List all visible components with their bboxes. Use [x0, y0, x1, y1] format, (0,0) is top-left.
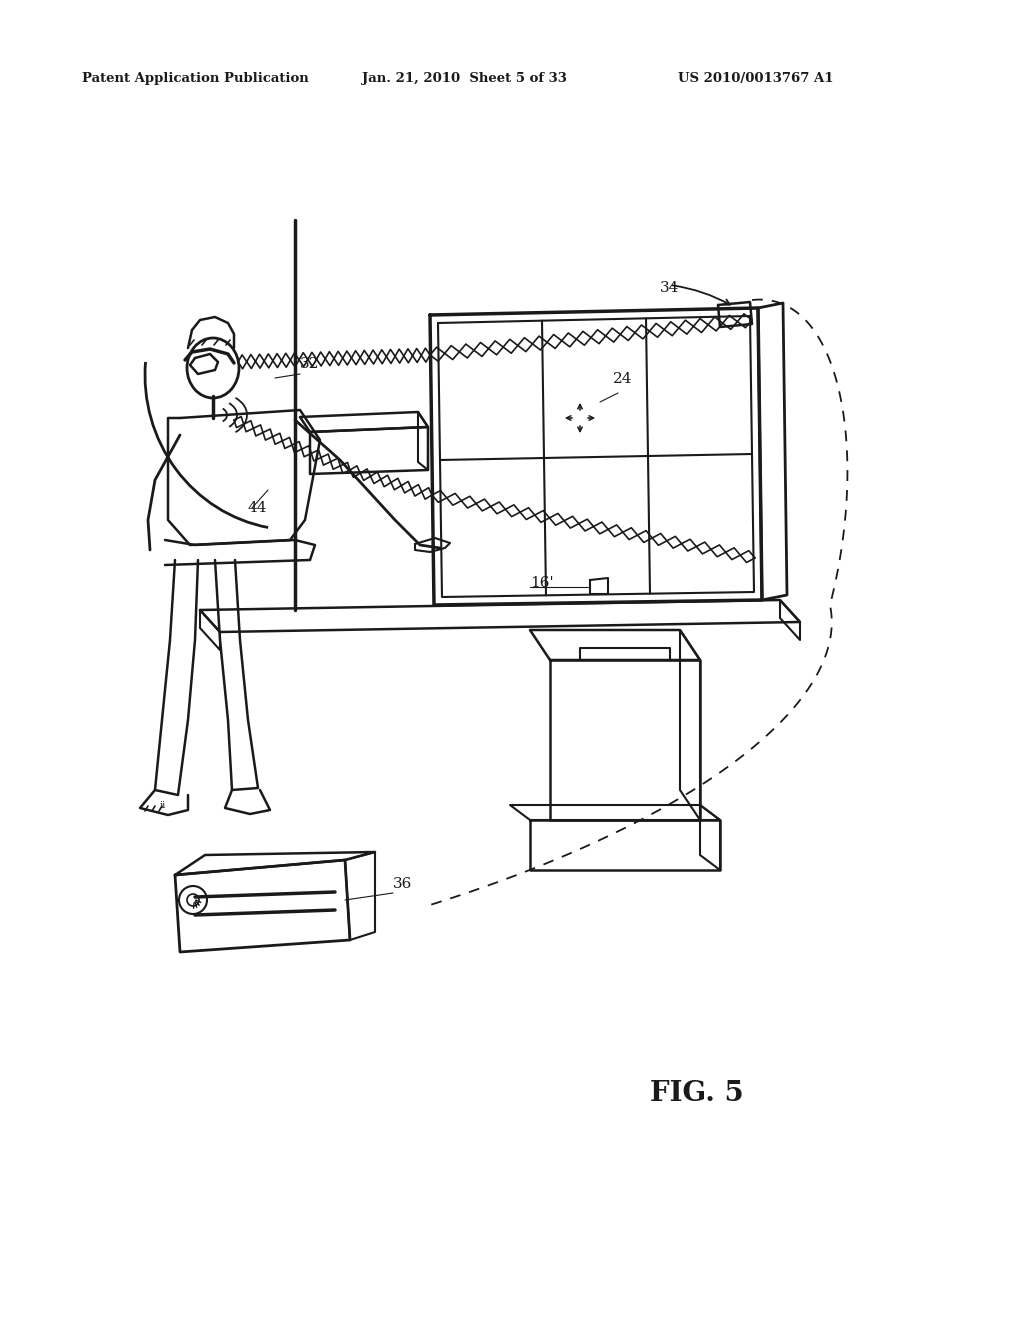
- Text: 34: 34: [660, 281, 679, 294]
- Text: US 2010/0013767 A1: US 2010/0013767 A1: [678, 73, 834, 84]
- Text: Jan. 21, 2010  Sheet 5 of 33: Jan. 21, 2010 Sheet 5 of 33: [362, 73, 567, 84]
- Text: 16': 16': [530, 576, 554, 590]
- Text: FIG. 5: FIG. 5: [650, 1080, 743, 1107]
- Text: 36: 36: [393, 876, 413, 891]
- Text: 44: 44: [248, 502, 267, 515]
- Text: 32: 32: [300, 356, 319, 371]
- Text: 24: 24: [613, 372, 633, 385]
- Text: Patent Application Publication: Patent Application Publication: [82, 73, 309, 84]
- Text: ii: ii: [160, 801, 166, 810]
